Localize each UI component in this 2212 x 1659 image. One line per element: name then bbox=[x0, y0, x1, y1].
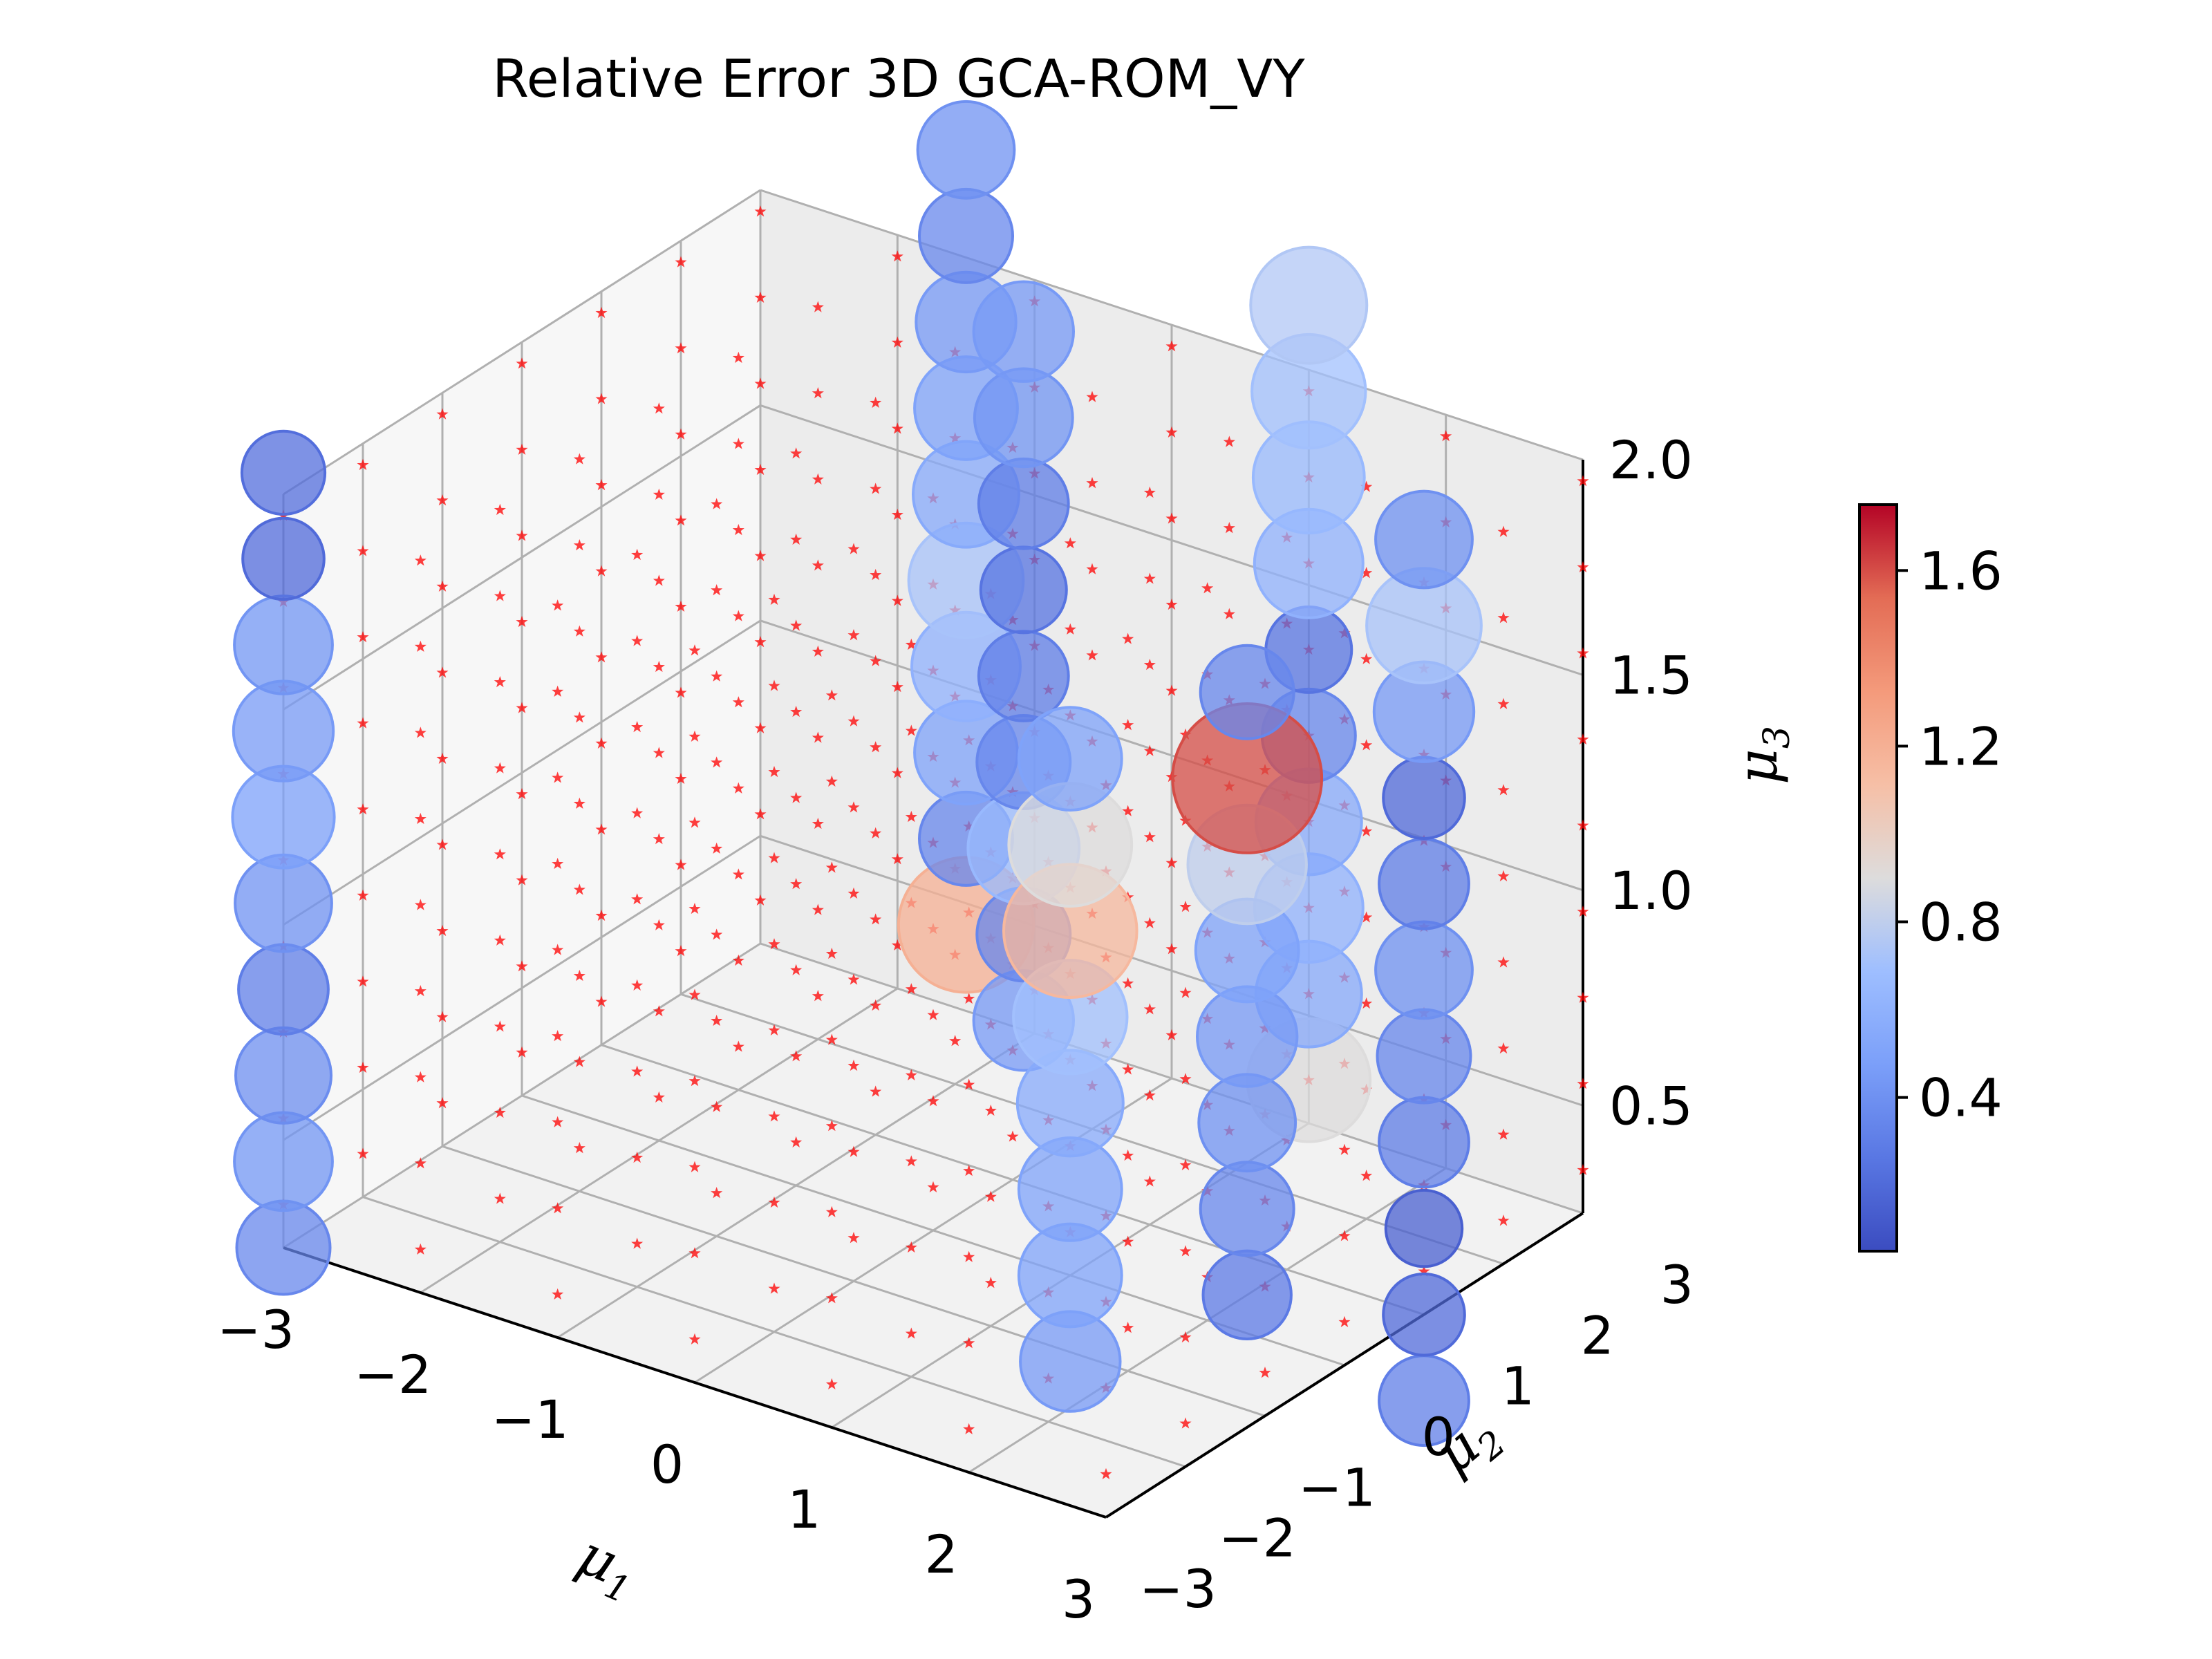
error-point bbox=[918, 187, 1014, 284]
y-tick-label: 3 bbox=[1660, 1254, 1694, 1315]
error-point bbox=[234, 853, 333, 953]
colorbar-tick-label: 1.6 bbox=[1919, 540, 2003, 601]
y-tick-label: 0 bbox=[1422, 1406, 1455, 1468]
error-point bbox=[1374, 489, 1474, 590]
error-point bbox=[1378, 837, 1470, 930]
error-point bbox=[240, 429, 327, 516]
x-axis-line bbox=[283, 1246, 1107, 1519]
y-axis-line bbox=[1105, 1212, 1584, 1519]
x-tick-label: 1 bbox=[787, 1479, 821, 1540]
grid-line bbox=[521, 1094, 1345, 1367]
x-tick-label: 0 bbox=[650, 1434, 684, 1495]
error-point bbox=[1017, 706, 1123, 812]
error-point bbox=[1197, 1073, 1297, 1173]
colorbar: 0.4 0.8 1.2 1.6 bbox=[1858, 503, 2003, 1253]
y-tick-label: 1 bbox=[1501, 1356, 1535, 1417]
error-point bbox=[1382, 1272, 1466, 1357]
error-point bbox=[232, 679, 335, 782]
colorbar-tick-label: 0.4 bbox=[1919, 1067, 2003, 1129]
z-tick-label: 2.0 bbox=[1609, 429, 1693, 491]
x-tick-label: −3 bbox=[217, 1299, 294, 1360]
error-point bbox=[916, 100, 1016, 200]
grid-line bbox=[283, 189, 761, 496]
error-point bbox=[235, 1199, 332, 1296]
error-point bbox=[973, 367, 1074, 469]
grid-line bbox=[362, 1196, 1186, 1468]
grid-line bbox=[283, 404, 761, 711]
error-point bbox=[1382, 756, 1466, 840]
error-point bbox=[237, 943, 330, 1036]
x-tick-label: −2 bbox=[354, 1344, 431, 1405]
z-axis-label: μ3 bbox=[1725, 726, 1798, 785]
y-tick-label: −3 bbox=[1139, 1558, 1217, 1620]
grid-line bbox=[601, 1044, 1425, 1316]
error-point bbox=[977, 630, 1070, 722]
error-point bbox=[1199, 644, 1295, 740]
error-point bbox=[1374, 920, 1474, 1020]
grid-line bbox=[442, 1145, 1266, 1417]
grid-line bbox=[283, 835, 761, 1141]
colorbar-tick-label: 1.2 bbox=[1919, 715, 2003, 777]
x-tick-label: 2 bbox=[925, 1524, 958, 1585]
error-point bbox=[1249, 245, 1369, 365]
error-point bbox=[233, 594, 334, 695]
error-point bbox=[979, 545, 1068, 635]
y-tick-label: 2 bbox=[1581, 1304, 1614, 1366]
axis-lines bbox=[283, 460, 1584, 1519]
chart-title: Relative Error 3D GCA-ROM_VY bbox=[492, 48, 1305, 109]
error-point bbox=[234, 1026, 332, 1125]
error-point bbox=[241, 516, 326, 601]
colorbar-tick-label: 0.8 bbox=[1919, 892, 2003, 953]
error-point bbox=[972, 280, 1076, 383]
error-point bbox=[1199, 1161, 1295, 1257]
x-axis-label: μ1 bbox=[565, 1522, 648, 1612]
colorbar-ticks: 0.4 0.8 1.2 1.6 bbox=[1897, 540, 2003, 1129]
error-point bbox=[233, 1111, 334, 1212]
grid-line bbox=[760, 189, 1584, 461]
error-point bbox=[977, 457, 1070, 550]
z-tick-label: 0.5 bbox=[1609, 1075, 1693, 1136]
error-point bbox=[1384, 1188, 1464, 1268]
z-tick-label: 1.5 bbox=[1609, 644, 1693, 706]
grid-line bbox=[283, 619, 761, 926]
y-tick-label: −2 bbox=[1219, 1508, 1296, 1569]
z-tick-label: 1.0 bbox=[1609, 860, 1693, 921]
y-tick-label: −1 bbox=[1298, 1456, 1376, 1518]
error-point bbox=[1201, 1249, 1293, 1341]
test-points bbox=[231, 100, 1483, 1447]
x-tick-label: −1 bbox=[491, 1389, 569, 1450]
error-point bbox=[1376, 1008, 1472, 1105]
x-tick-label: 3 bbox=[1062, 1568, 1095, 1630]
colorbar-gradient bbox=[1858, 503, 1898, 1253]
error-point bbox=[1378, 1096, 1470, 1189]
